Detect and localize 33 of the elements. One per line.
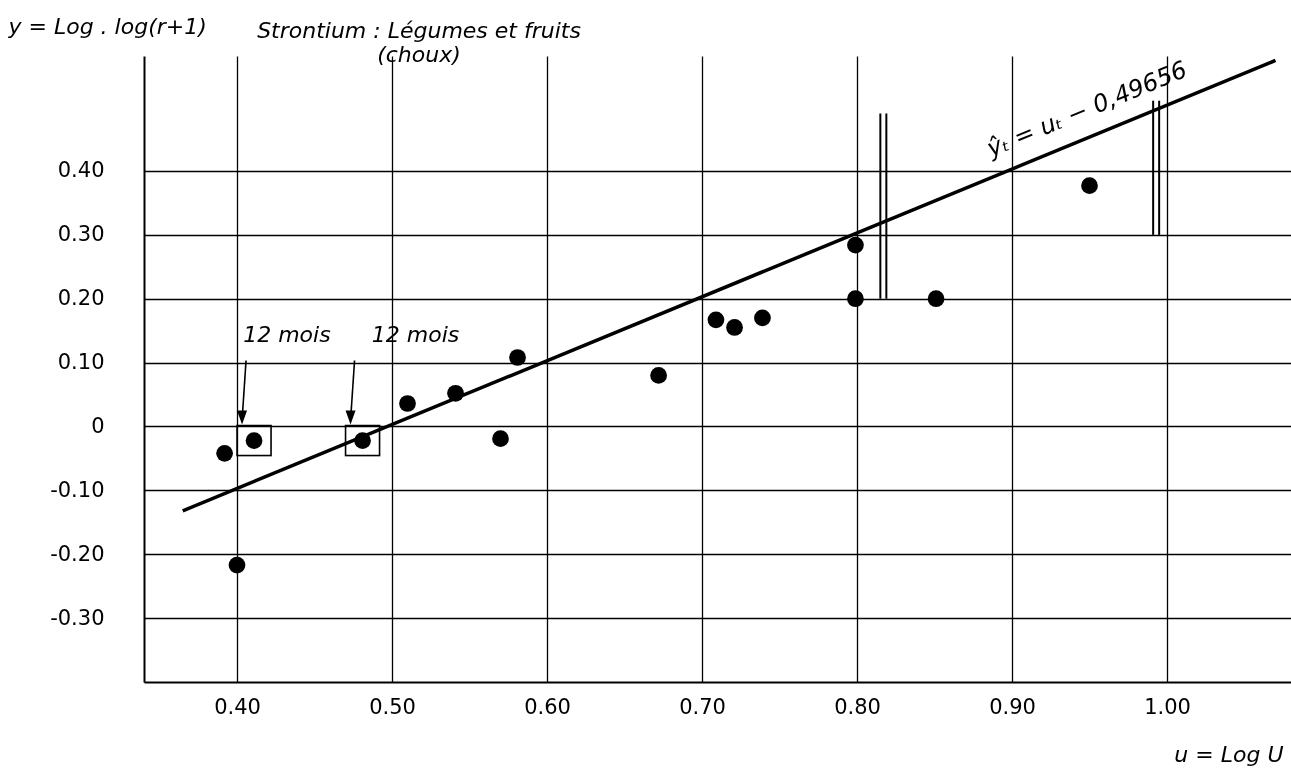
y-tick-label: 0.40 [57,158,105,183]
y-tick-label: -0.10 [50,477,105,502]
point [847,290,864,308]
point [927,290,945,308]
chart-subtitle: (choux) [377,42,461,67]
point [216,444,233,462]
point [726,319,743,336]
x-tick-label: 1.00 [1144,694,1191,719]
y-tick-label: 0.20 [57,286,105,311]
point [650,367,667,384]
x-axis-title: u = Log U [1174,741,1284,767]
point [1081,177,1098,195]
y-axis-title: y = Log . log(r+1) [7,13,207,39]
x-tick-label: 0.50 [369,694,416,719]
x-tick-label: 0.60 [524,694,571,719]
chart-title: Strontium : Légumes et fruits [257,18,581,43]
x-tick-label: 0.40 [214,694,261,719]
point [509,349,526,366]
x-tick-label: 0.80 [834,694,881,719]
x-tick-label: 0.90 [989,694,1036,719]
point [847,236,864,254]
point [754,309,771,327]
annotation: 12 mois [243,321,331,347]
point [228,556,246,574]
point [399,395,416,412]
x-tick-label: 0.70 [679,694,726,719]
point [492,430,509,447]
y-tick-label: 0.30 [57,222,105,247]
y-tick-label: -0.30 [50,605,105,630]
point [707,311,725,329]
y-tick-label: 0.10 [57,350,105,375]
y-tick-label: 0 [91,413,105,438]
y-tick-label: -0.20 [50,541,105,566]
